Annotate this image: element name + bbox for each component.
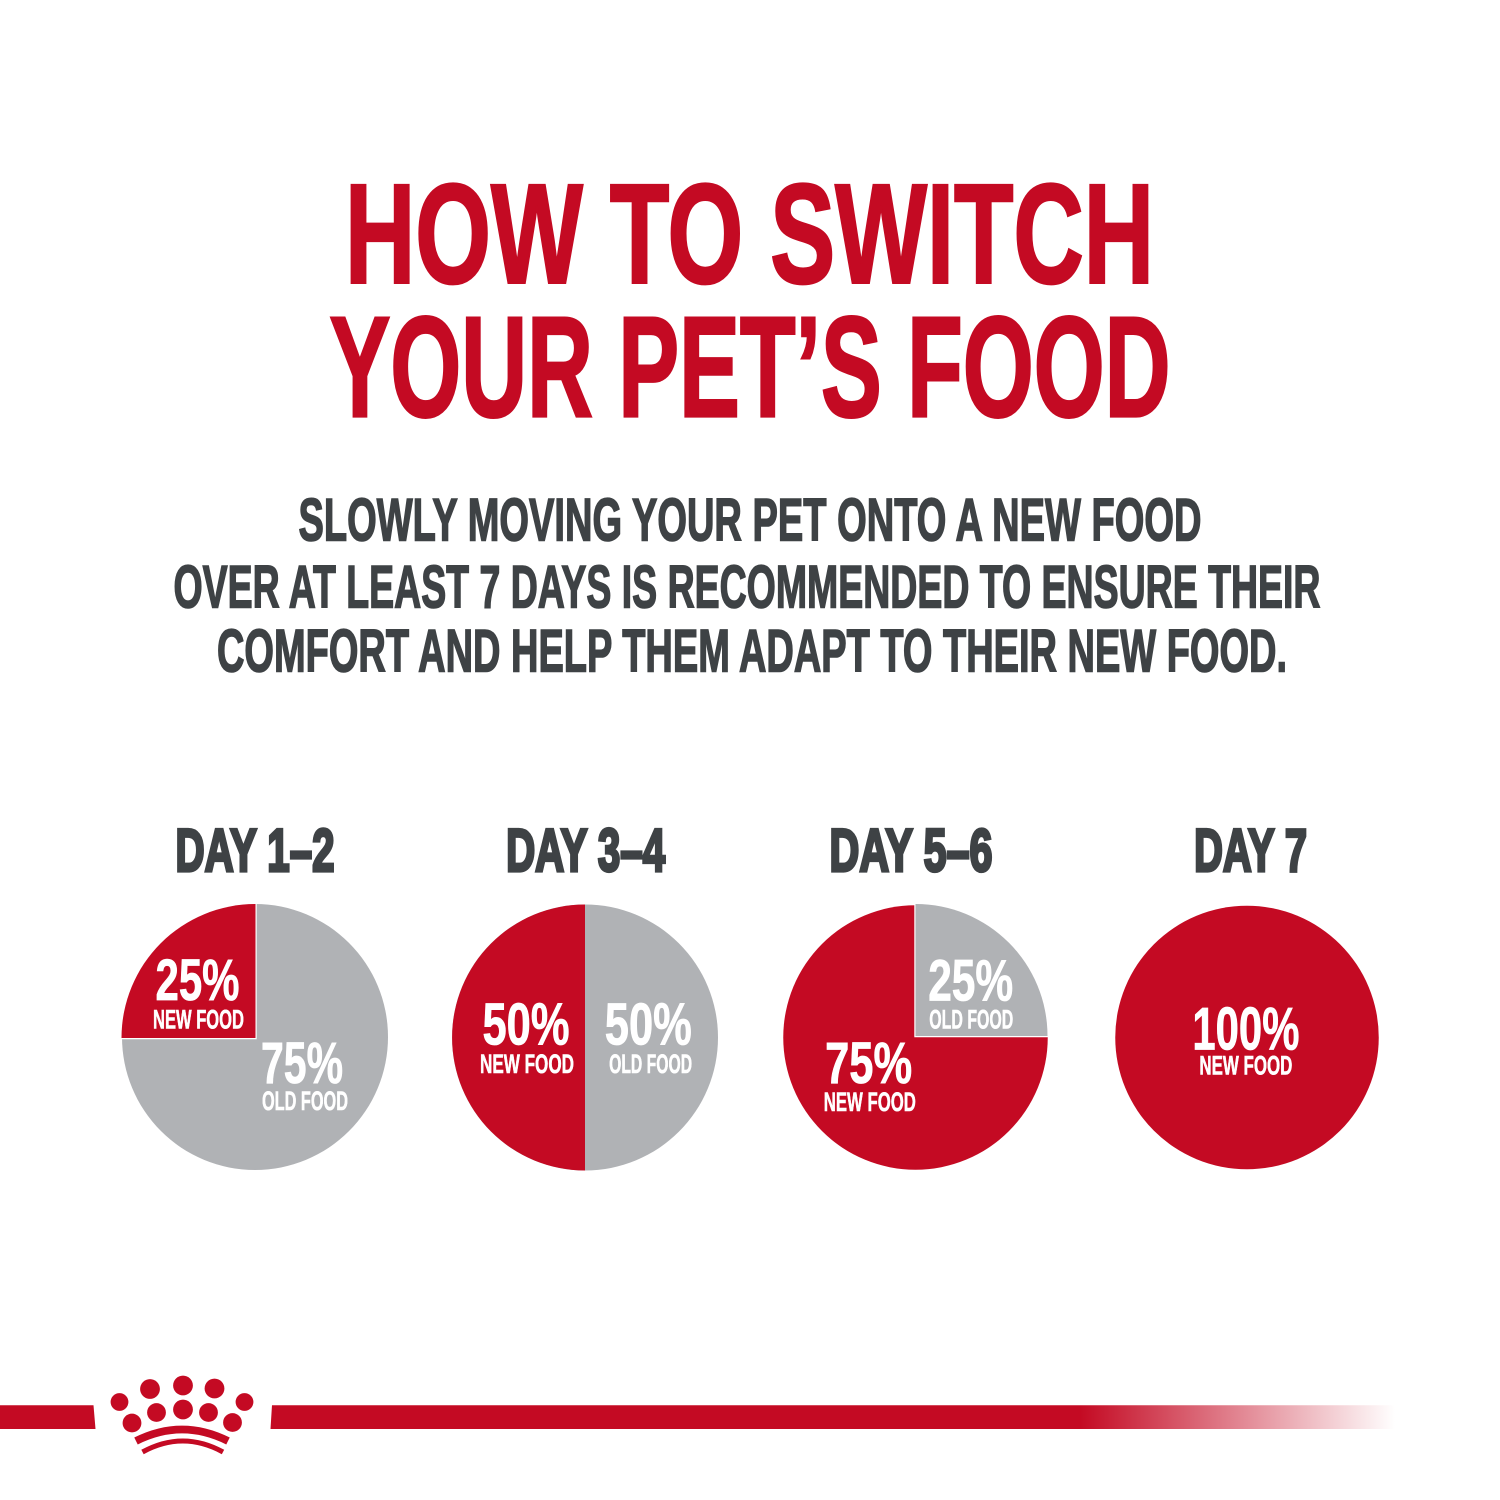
svg-text:OLD FOOD: OLD FOOD bbox=[609, 1049, 692, 1079]
svg-text:HOW TO SWITCH: HOW TO SWITCH bbox=[345, 156, 1154, 314]
svg-text:75%: 75% bbox=[825, 1031, 912, 1096]
svg-text:NEW FOOD: NEW FOOD bbox=[1199, 1051, 1292, 1081]
svg-text:25%: 25% bbox=[928, 948, 1013, 1013]
svg-text:DAY 3–4: DAY 3–4 bbox=[506, 817, 665, 884]
svg-text:NEW FOOD: NEW FOOD bbox=[153, 1005, 244, 1035]
svg-text:50%: 50% bbox=[605, 992, 692, 1058]
svg-text:DAY 5–6: DAY 5–6 bbox=[830, 817, 993, 884]
svg-text:75%: 75% bbox=[261, 1031, 343, 1096]
svg-text:OLD FOOD: OLD FOOD bbox=[262, 1086, 348, 1116]
svg-text:OVER AT LEAST 7 DAYS IS RECOMM: OVER AT LEAST 7 DAYS IS RECOMMENDED TO E… bbox=[174, 553, 1321, 621]
svg-text:YOUR PET’S FOOD: YOUR PET’S FOOD bbox=[330, 287, 1171, 447]
svg-text:COMFORT AND HELP THEM ADAPT TO: COMFORT AND HELP THEM ADAPT TO THEIR NEW… bbox=[217, 617, 1287, 685]
svg-text:100%: 100% bbox=[1192, 995, 1299, 1062]
svg-text:DAY 1–2: DAY 1–2 bbox=[176, 817, 335, 884]
svg-text:50%: 50% bbox=[483, 992, 570, 1058]
svg-text:DAY 7: DAY 7 bbox=[1194, 817, 1307, 884]
svg-text:OLD FOOD: OLD FOOD bbox=[929, 1005, 1013, 1035]
svg-text:SLOWLY MOVING YOUR PET ONTO A: SLOWLY MOVING YOUR PET ONTO A NEW FOOD bbox=[299, 486, 1202, 554]
svg-text:NEW FOOD: NEW FOOD bbox=[480, 1049, 574, 1079]
svg-text:25%: 25% bbox=[156, 948, 240, 1013]
svg-text:NEW FOOD: NEW FOOD bbox=[824, 1087, 916, 1117]
